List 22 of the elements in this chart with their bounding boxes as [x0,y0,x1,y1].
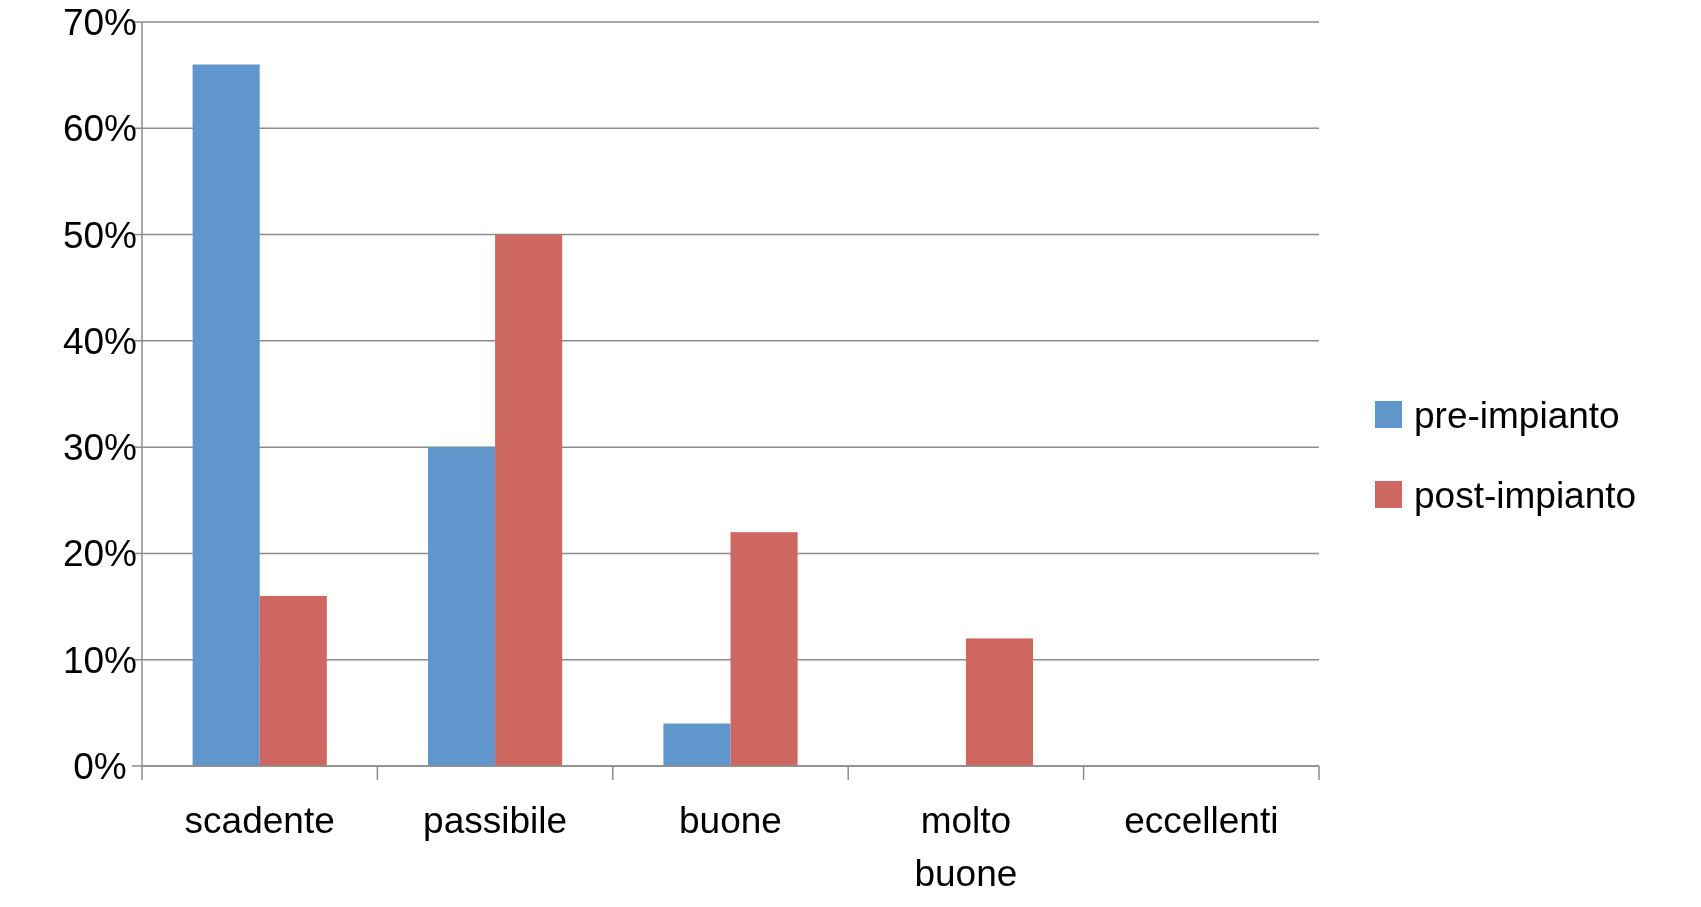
y-tick-label: 30% [62,427,138,469]
bar [663,723,731,766]
legend-label: post-impianto [1414,474,1637,516]
bar [495,234,563,766]
y-tick-label: 50% [62,214,138,256]
x-tick-label: eccellenti [1124,800,1279,841]
x-tick-label: passibile [423,800,568,841]
bar [730,532,798,766]
x-tick-label: molto buone [914,800,1018,894]
y-tick-label: 40% [62,320,138,362]
y-tick-label: 70% [62,1,138,43]
bar [259,595,327,766]
y-tick-label: 0% [73,745,127,787]
bar [428,447,496,766]
bar [192,64,260,766]
bar [965,638,1033,766]
y-tick-label: 20% [62,533,138,575]
y-tick-label: 60% [62,108,138,150]
y-tick-label: 10% [62,639,138,681]
x-tick-label: scadente [184,800,335,841]
legend-label: pre-impianto [1414,394,1620,436]
x-tick-label: buone [679,800,782,841]
